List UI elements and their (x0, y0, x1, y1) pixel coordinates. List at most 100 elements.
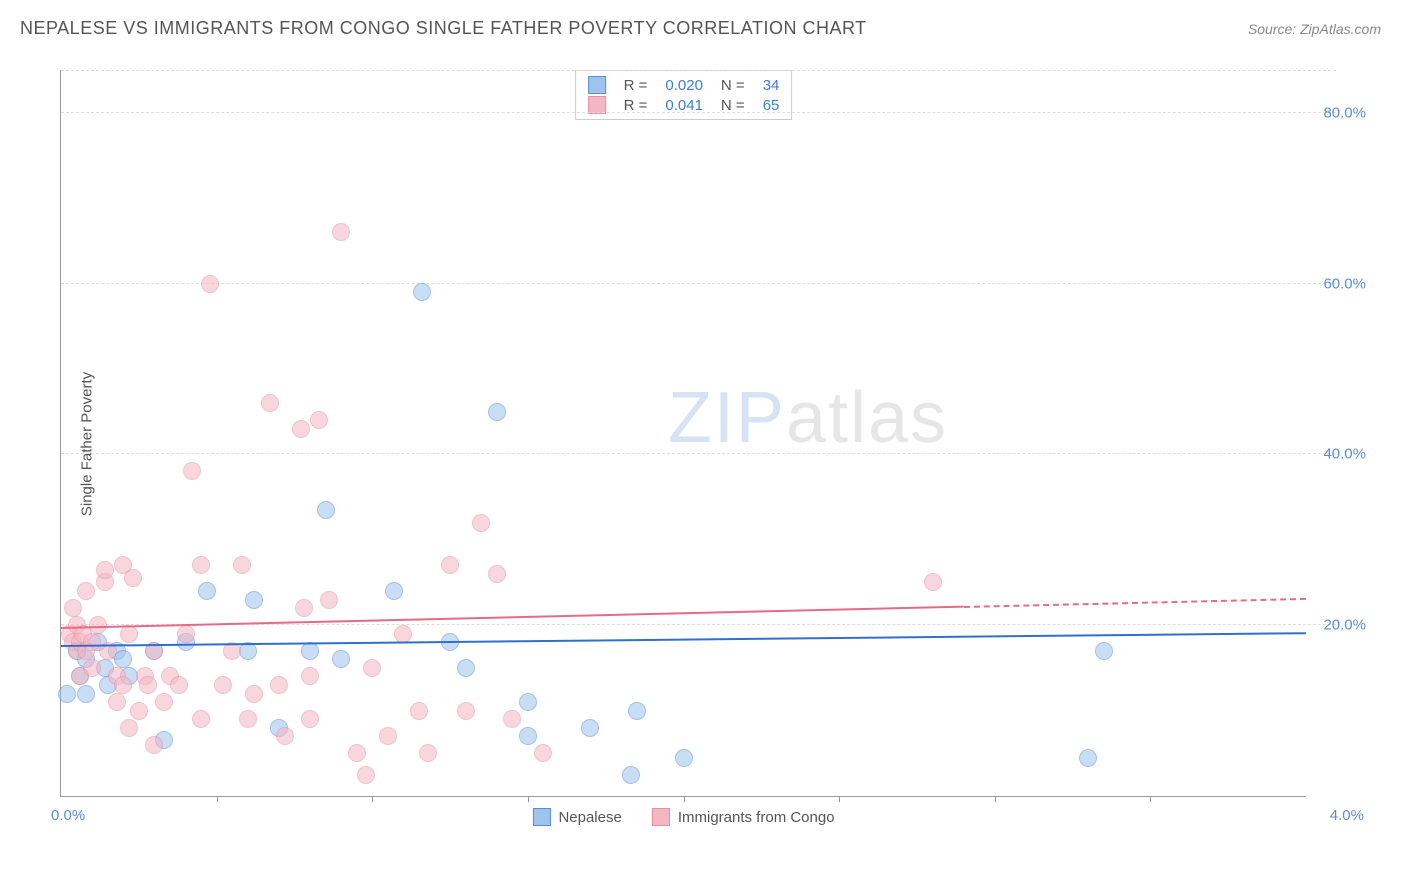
scatter-point (114, 650, 132, 668)
scatter-point (108, 693, 126, 711)
scatter-point (332, 650, 350, 668)
scatter-point (622, 766, 640, 784)
y-tick-label: 60.0% (1323, 275, 1366, 292)
scatter-point (177, 625, 195, 643)
scatter-point (58, 685, 76, 703)
plot-area: ZIPatlas R = 0.020 N = 34 R = 0.041 N = … (60, 70, 1306, 797)
scatter-point (295, 599, 313, 617)
legend-swatch-nepalese (532, 808, 550, 826)
scatter-point (77, 685, 95, 703)
stats-r-value-nepalese: 0.020 (665, 77, 703, 94)
legend-item-congo: Immigrants from Congo (652, 808, 835, 826)
scatter-point (385, 582, 403, 600)
y-tick-label: 40.0% (1323, 446, 1366, 463)
scatter-point (488, 403, 506, 421)
scatter-point (519, 727, 537, 745)
scatter-point (457, 659, 475, 677)
scatter-point (233, 556, 251, 574)
scatter-point (357, 766, 375, 784)
scatter-point (472, 514, 490, 532)
scatter-point (130, 702, 148, 720)
scatter-point (457, 702, 475, 720)
scatter-point (310, 411, 328, 429)
x-axis-min-label: 0.0% (51, 807, 85, 824)
scatter-point (83, 659, 101, 677)
scatter-point (120, 719, 138, 737)
scatter-point (628, 702, 646, 720)
x-tick (684, 796, 685, 802)
legend-swatch-congo (652, 808, 670, 826)
swatch-nepalese (588, 76, 606, 94)
x-tick (839, 796, 840, 802)
legend-label-congo: Immigrants from Congo (678, 809, 835, 826)
gridline (61, 283, 1336, 284)
bottom-legend: Nepalese Immigrants from Congo (532, 808, 834, 826)
scatter-point (419, 744, 437, 762)
x-tick (372, 796, 373, 802)
watermark-zip: ZIP (668, 378, 786, 458)
scatter-point (301, 710, 319, 728)
scatter-point (1095, 642, 1113, 660)
scatter-point (348, 744, 366, 762)
scatter-point (245, 591, 263, 609)
x-tick (528, 796, 529, 802)
scatter-point (363, 659, 381, 677)
gridline (61, 453, 1336, 454)
chart-title: NEPALESE VS IMMIGRANTS FROM CONGO SINGLE… (20, 18, 867, 39)
x-tick (1150, 796, 1151, 802)
trend-line (61, 606, 964, 629)
scatter-point (332, 223, 350, 241)
x-tick (217, 796, 218, 802)
y-tick-label: 20.0% (1323, 617, 1366, 634)
scatter-point (239, 710, 257, 728)
scatter-point (394, 625, 412, 643)
scatter-point (270, 676, 288, 694)
scatter-point (276, 727, 294, 745)
scatter-point (245, 685, 263, 703)
trend-line (964, 598, 1306, 608)
source-attribution: Source: ZipAtlas.com (1248, 21, 1381, 37)
x-tick (995, 796, 996, 802)
trend-line (61, 632, 1306, 647)
scatter-point (675, 749, 693, 767)
scatter-point (1079, 749, 1097, 767)
watermark: ZIPatlas (668, 377, 948, 459)
scatter-point (124, 569, 142, 587)
scatter-point (413, 283, 431, 301)
scatter-point (198, 582, 216, 600)
scatter-point (301, 667, 319, 685)
chart-header: NEPALESE VS IMMIGRANTS FROM CONGO SINGLE… (0, 0, 1406, 49)
legend-item-nepalese: Nepalese (532, 808, 621, 826)
scatter-point (503, 710, 521, 728)
chart-container: Single Father Poverty ZIPatlas R = 0.020… (50, 60, 1376, 827)
scatter-point (379, 727, 397, 745)
scatter-point (114, 676, 132, 694)
scatter-point (214, 676, 232, 694)
stats-row-nepalese: R = 0.020 N = 34 (588, 75, 780, 95)
scatter-point (96, 561, 114, 579)
scatter-point (581, 719, 599, 737)
scatter-point (317, 501, 335, 519)
scatter-point (441, 556, 459, 574)
watermark-atlas: atlas (786, 378, 948, 458)
scatter-point (534, 744, 552, 762)
scatter-point (519, 693, 537, 711)
scatter-point (320, 591, 338, 609)
stats-r-label: R = (624, 77, 648, 94)
legend-label-nepalese: Nepalese (558, 809, 621, 826)
scatter-point (192, 710, 210, 728)
scatter-point (77, 582, 95, 600)
scatter-point (410, 702, 428, 720)
scatter-point (64, 599, 82, 617)
gridline (61, 112, 1336, 113)
scatter-point (145, 736, 163, 754)
gridline (61, 70, 1336, 71)
scatter-point (139, 676, 157, 694)
x-axis-max-label: 4.0% (1330, 807, 1364, 824)
scatter-point (192, 556, 210, 574)
scatter-point (924, 573, 942, 591)
stats-n-value-nepalese: 34 (763, 77, 780, 94)
scatter-point (488, 565, 506, 583)
scatter-point (183, 462, 201, 480)
scatter-point (292, 420, 310, 438)
